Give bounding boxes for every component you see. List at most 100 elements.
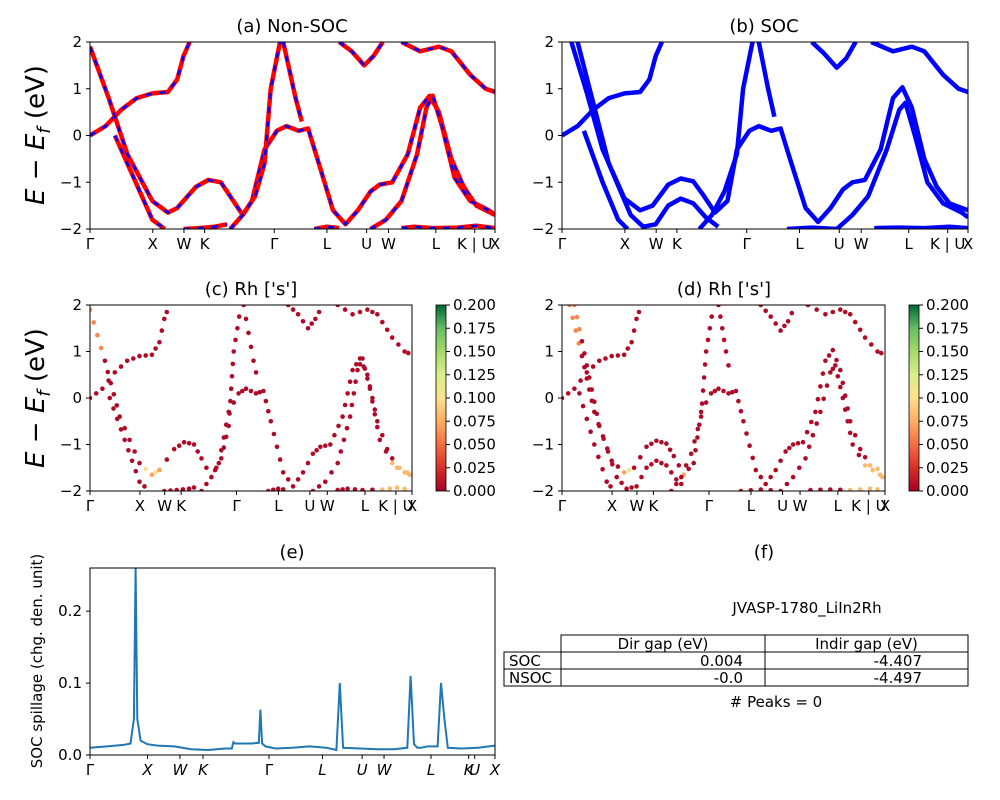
panel-d-point	[584, 370, 590, 375]
panel-c-ytick-label: 2	[72, 296, 82, 314]
panel-d-point	[738, 488, 744, 491]
panel-c-point	[157, 339, 162, 345]
panel-d-point	[609, 458, 614, 464]
panel-c-point	[323, 443, 328, 449]
panel-d-point	[708, 391, 714, 396]
panel-d-point	[629, 339, 634, 345]
table-row-label: SOC	[509, 652, 541, 670]
panel-d-point	[747, 443, 752, 449]
panel-d-point	[850, 442, 855, 447]
panel-c-point	[227, 411, 232, 416]
panel-d-point	[870, 467, 875, 473]
panel-c-point	[132, 449, 137, 454]
panel-d-point	[580, 403, 586, 409]
panel-d-xtick-label: W	[793, 497, 808, 515]
panel-c-point	[105, 369, 111, 375]
panel-a-band-dashed	[281, 42, 304, 122]
spillage-line	[89, 567, 496, 752]
panel-c-colorbar-label: 0.000	[453, 482, 496, 500]
panel-c-xtick-label: K | U	[378, 497, 413, 515]
panel-d-point	[748, 488, 754, 491]
panel-c-point	[226, 423, 231, 429]
panel-d-point	[720, 326, 725, 331]
panel-d-point	[592, 442, 597, 447]
panel-d-point	[821, 396, 826, 402]
panel-c-point	[349, 402, 355, 408]
panel-a-ytick-label: −1	[60, 173, 82, 191]
panel-c-point	[332, 432, 337, 438]
panel-c-xtick-label: X	[135, 497, 145, 515]
panel-c-point	[118, 364, 124, 369]
panel-d-point	[806, 444, 812, 450]
panel-b-plot-area: 210−1−2Γ X W K Γ L U W L K | UX	[532, 33, 973, 253]
panel-a-ylabel: E − Ef (eV)	[21, 65, 55, 205]
panel-d-point	[813, 409, 818, 415]
panel-c-point	[168, 488, 173, 491]
panel-c-point	[285, 305, 291, 308]
panel-c-point	[118, 427, 124, 432]
panel-d-point	[818, 409, 823, 415]
panel-c-point	[230, 361, 236, 367]
panel-d-point	[577, 326, 582, 332]
panel-c-ytick-label: 1	[72, 343, 82, 361]
panel-d-point	[787, 445, 792, 451]
panel-c-point	[219, 456, 224, 461]
panel-d-point	[808, 487, 813, 491]
panel-d-point	[603, 356, 608, 361]
panel-c-point	[338, 449, 344, 454]
panel-c-point	[268, 419, 274, 424]
panel-d-point	[590, 364, 596, 369]
panel-d-point	[830, 347, 836, 353]
panel-c-point	[351, 391, 357, 396]
panel-c-point	[365, 376, 370, 381]
panel-c-point	[347, 414, 353, 419]
panel-d-point	[600, 467, 605, 472]
panel-d-point	[763, 481, 768, 487]
panel-d-point	[823, 312, 828, 317]
panel-c-point	[133, 468, 139, 474]
panel-c-point	[266, 488, 271, 491]
panel-e-xtick-label: K	[198, 761, 209, 779]
panel-c-point	[389, 460, 395, 466]
panel-a-band-dashed	[229, 42, 282, 229]
panel-c-point	[235, 326, 240, 331]
panel-c-point	[221, 445, 227, 450]
panel-a-xtick-label: W	[381, 235, 396, 253]
panel-c-point	[112, 370, 118, 375]
panel-d-point	[803, 456, 808, 461]
panel-d-point	[589, 387, 595, 392]
panel-c-point	[91, 320, 96, 325]
panel-c-point	[375, 419, 380, 424]
panel-c-point	[309, 321, 315, 326]
panel-c-point	[90, 307, 93, 312]
panel-c-point	[375, 312, 380, 317]
panel-b-xtick-label: X	[620, 235, 630, 253]
panel-c-point	[204, 481, 209, 487]
panel-c-point	[95, 332, 100, 338]
panel-c-point	[389, 335, 395, 340]
panel-e-xtick-label: Γ	[265, 761, 274, 779]
panel-d-point	[565, 391, 571, 396]
panel-d-colorbar: 0.200 0.175 0.150 0.125 0.100 0.075 0.050 0.025…	[908, 296, 969, 500]
panel-d-ytick-label: −2	[532, 482, 554, 500]
panel-a: (a) Non-SOC E − Ef (eV) 210−1−2Γ X W K Γ L U W L…	[21, 16, 500, 253]
panel-a-ytick-label: 0	[72, 127, 82, 145]
panel-d-point	[691, 460, 696, 466]
panel-d-point	[654, 458, 659, 464]
panel-d-point	[852, 319, 858, 325]
panel-d-point	[814, 307, 819, 312]
panel-d-point	[721, 337, 727, 343]
panel-e-title: (e)	[279, 542, 304, 563]
panel-c-point	[341, 437, 347, 443]
gap-table: Dir gap (eV) Indir gap (eV) SOC 0.004 -4.407…	[503, 634, 969, 687]
panel-d-colorbar-label: 0.025	[926, 459, 969, 477]
panel-d-point	[609, 353, 614, 359]
panel-d-point	[842, 309, 848, 315]
panel-d-point	[669, 470, 674, 475]
panel-c-point	[171, 446, 177, 452]
panel-a-band-line	[90, 45, 495, 227]
panel-c-point	[357, 309, 363, 315]
panel-d: (d) Rh ['s'] 210−1−2Γ X W K Γ L U W L K | UX 0.20…	[532, 279, 969, 515]
panel-a-xtick-label: X	[148, 235, 158, 253]
panel-d-point	[636, 309, 642, 315]
